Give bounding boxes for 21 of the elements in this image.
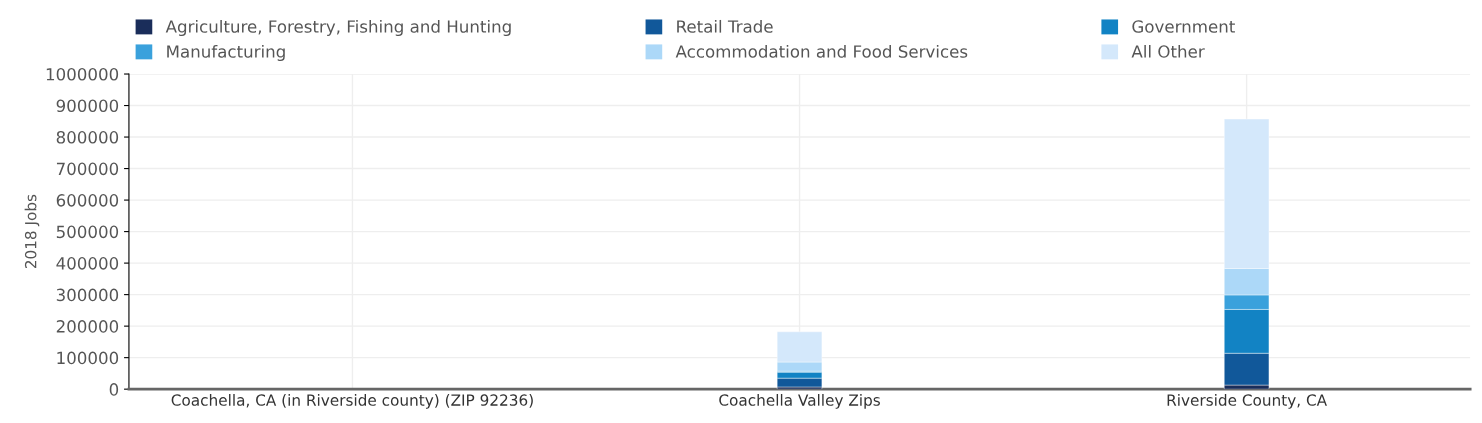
x-tick-label: Coachella, CA (in Riverside county) (ZIP 92236) (171, 394, 533, 409)
legend-label: Accommodation and Food Services (675, 44, 968, 58)
legend-label: Retail Trade (677, 19, 773, 33)
y-tick-label: 100000 (57, 351, 119, 365)
legend-label: Government (1132, 20, 1235, 33)
y-tick-label: 700000 (56, 162, 119, 176)
y-tick-label: 0 (109, 383, 119, 396)
x-tick-label: Coachella Valley Zips (719, 394, 880, 409)
x-tick-label: Riverside County, CA (1167, 394, 1327, 409)
y-tick-label: 600000 (56, 194, 119, 207)
legend-label: Manufacturing (167, 44, 285, 62)
y-tick-label: 500000 (56, 225, 119, 239)
y-tick-label: 400000 (56, 257, 119, 270)
legend-label: All Other (1131, 44, 1205, 58)
y-axis-title: 2018 Jobs (24, 194, 40, 269)
y-tick-label: 900000 (56, 99, 119, 113)
y-tick-label: 200000 (56, 320, 119, 333)
y-tick-label: 300000 (56, 288, 119, 302)
legend-label: Agriculture, Forestry, Fishing and Hunting (165, 19, 511, 37)
y-tick-label: 800000 (56, 131, 119, 144)
y-tick-label: 1000000 (46, 67, 119, 81)
